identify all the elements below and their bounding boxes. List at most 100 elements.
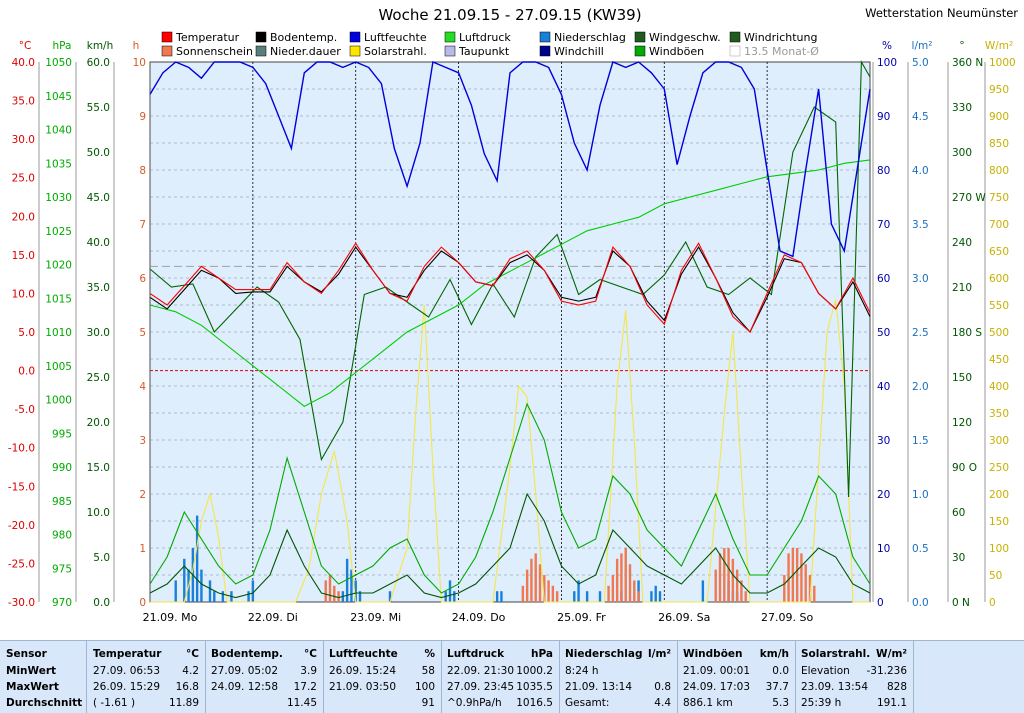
tick-label-solar: 450 <box>989 354 1009 366</box>
tick-label-solar: 650 <box>989 246 1009 258</box>
tick-label-sun: 3 <box>139 435 146 447</box>
tick-label-dir: 120 <box>952 417 972 429</box>
tick-label-rain: 0.5 <box>912 543 929 555</box>
stats-cell-value: 100 <box>414 681 435 693</box>
stats-cell-value: 0.8 <box>654 681 671 693</box>
axis-unit-temp: °C <box>19 40 32 52</box>
tick-label-sun: 9 <box>139 111 146 123</box>
stats-column-title: Windböen <box>683 648 743 660</box>
tick-label-rain: 3.0 <box>912 273 929 285</box>
stats-column: Luftfeuchte% 26.09. 15:24 58 21.09. 03:50 10… <box>324 641 442 713</box>
stats-cell-label: 22.09. 21:30 <box>447 665 514 677</box>
bar-sonnenschein <box>324 580 327 602</box>
bar-niederschlag <box>585 591 589 602</box>
tick-label-solar: 350 <box>989 408 1009 420</box>
stats-cell-value: 828 <box>886 681 907 693</box>
legend-label: Luftfeuchte <box>364 31 427 44</box>
bar-sonnenschein <box>530 558 533 602</box>
tick-label-hum: 70 <box>877 219 890 231</box>
legend-swatch <box>634 31 646 43</box>
stats-column: Solarstrahl. W/m² Elevation -31.236 23.09. 1… <box>796 641 914 713</box>
tick-label-rain: 1.0 <box>912 489 929 501</box>
tick-label-press: 1045 <box>45 91 72 103</box>
legend-swatch <box>161 31 173 43</box>
tick-label-wind: 30.0 <box>87 327 110 339</box>
axis-unit-rain: l/m² <box>912 40 933 52</box>
bar-sonnenschein <box>538 564 542 602</box>
bar-sonnenschein <box>727 548 730 602</box>
bar-sonnenschein <box>543 575 546 602</box>
bar-sonnenschein <box>795 548 799 602</box>
tick-label-sun: 10 <box>133 57 146 69</box>
stats-cell-value: 11.45 <box>286 697 317 709</box>
bar-niederschlag <box>221 591 225 602</box>
tick-label-dir: 150 <box>952 372 972 384</box>
tick-label-press: 970 <box>52 597 72 609</box>
bar-sonnenschein <box>525 569 529 602</box>
tick-label-press: 1035 <box>45 158 72 170</box>
stats-column-title: Niederschlag <box>565 648 643 660</box>
stats-cell-label: 26.09. 15:24 <box>329 665 396 677</box>
bar-sonnenschein <box>808 575 812 602</box>
series-line-luftdruck <box>149 159 871 407</box>
series-line-temperatur <box>149 242 871 333</box>
legend-swatch <box>539 45 551 57</box>
tick-label-press: 1000 <box>45 395 72 407</box>
tick-label-dir: 270 W <box>952 192 986 204</box>
tick-label-solar: 150 <box>989 516 1009 528</box>
legend-label: Bodentemp. <box>270 31 337 44</box>
stats-cell-value: 5.3 <box>772 697 789 709</box>
stats-cell-value: 17.2 <box>293 681 317 693</box>
tick-label-temp: -10.0 <box>8 443 35 455</box>
tick-label-solar: 900 <box>989 111 1009 123</box>
stats-panel: Sensor MinWert MaxWert Durchschnitt Temp… <box>0 640 1024 713</box>
series-line-windböen <box>149 402 871 594</box>
legend-label: 13.5 Monat-Ø <box>744 45 819 58</box>
tick-label-temp: 10.0 <box>12 288 35 300</box>
x-label: 23.09. Mi <box>350 611 401 624</box>
tick-label-hum: 0 <box>877 597 884 609</box>
tick-label-hum: 40 <box>877 381 890 393</box>
bar-sonnenschein <box>744 591 747 602</box>
series-line-luftfeuchte <box>149 61 871 258</box>
tick-label-hum: 60 <box>877 273 890 285</box>
series-line-windgeschw <box>149 492 871 599</box>
tick-label-hum: 30 <box>877 435 890 447</box>
legend-swatch <box>634 45 646 57</box>
tick-label-hum: 90 <box>877 111 890 123</box>
tick-label-solar: 950 <box>989 84 1009 96</box>
tick-label-solar: 550 <box>989 300 1009 312</box>
stats-cell-label: 25:39 h <box>801 697 842 709</box>
tick-label-temp: 25.0 <box>12 173 35 185</box>
bar-sonnenschein <box>328 575 332 602</box>
tick-label-wind: 20.0 <box>87 417 110 429</box>
x-label: 26.09. Sa <box>658 611 710 624</box>
tick-label-sun: 6 <box>139 273 146 285</box>
legend-swatch <box>161 45 173 57</box>
bar-sonnenschein <box>783 575 786 602</box>
legend-swatch <box>729 31 741 43</box>
bar-sonnenschein <box>740 580 743 602</box>
tick-label-dir: 300 <box>952 147 972 159</box>
stats-cell-value: 58 <box>421 665 435 677</box>
tick-label-rain: 5.0 <box>912 57 929 69</box>
legend-swatch <box>349 45 361 57</box>
legend-swatch <box>729 45 741 57</box>
axis-ticks: 40.035.030.025.020.015.010.05.00.0-5.0-1… <box>8 57 1016 609</box>
tick-label-press: 1050 <box>45 57 72 69</box>
tick-label-solar: 100 <box>989 543 1009 555</box>
tick-label-rain: 4.0 <box>912 165 929 177</box>
tick-label-solar: 0 <box>989 597 996 609</box>
stats-cell-label: Elevation <box>801 665 850 677</box>
bar-sonnenschein <box>787 553 790 602</box>
stats-column: Windböen km/h 21.09. 00:01 0.0 24.09. 17:03 3… <box>678 641 796 713</box>
tick-label-press: 1040 <box>45 125 72 137</box>
stats-cell-value: 0.0 <box>772 665 789 677</box>
bar-niederschlag <box>174 580 177 602</box>
legend-swatch <box>444 45 456 57</box>
stats-cell-value: 91 <box>421 697 435 709</box>
tick-label-wind: 35.0 <box>87 282 110 294</box>
tick-label-hum: 20 <box>877 489 890 501</box>
stats-cell-label: 886.1 km <box>683 697 733 709</box>
tick-label-solar: 500 <box>989 327 1009 339</box>
